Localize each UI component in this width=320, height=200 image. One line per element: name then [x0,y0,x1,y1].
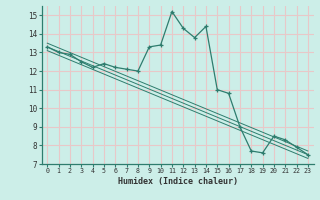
X-axis label: Humidex (Indice chaleur): Humidex (Indice chaleur) [118,177,237,186]
